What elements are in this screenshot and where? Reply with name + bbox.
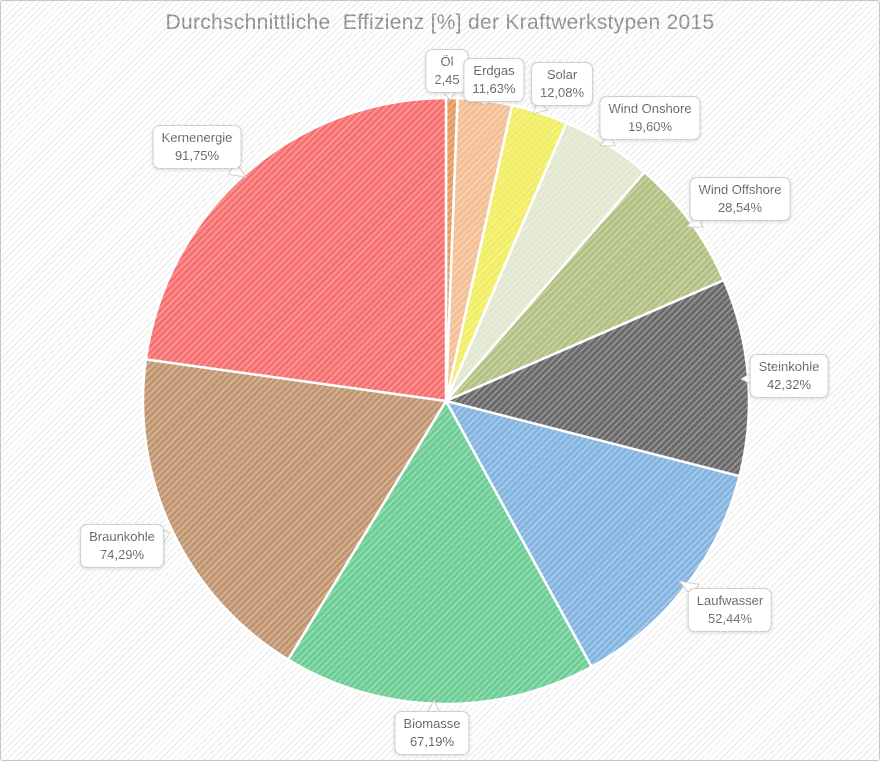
callout-label: Solar xyxy=(546,67,578,82)
callout-biomasse: Biomasse 67,19% xyxy=(394,711,470,755)
callout-value: 52,44% xyxy=(707,611,753,626)
callout-braunkohle: Braunkohle 74,29% xyxy=(80,524,164,568)
pie-slice-wind-offshore[interactable] xyxy=(444,170,726,403)
callout-steinkohle: Steinkohle 42,32% xyxy=(749,354,829,398)
chart-title: Durchschnittliche Effizienz [%] der Kraf… xyxy=(165,11,715,34)
callout-wind-offshore: Wind Offshore 28,54% xyxy=(689,177,791,221)
callout-label: Steinkohle xyxy=(758,359,820,374)
callout-label: Erdgas xyxy=(473,63,515,78)
callout-label: Öl xyxy=(440,54,454,69)
callout-label: Wind Offshore xyxy=(698,182,782,197)
callout-value: 42,32% xyxy=(766,377,812,392)
callout-value: 12,08% xyxy=(539,85,585,100)
pie-slice-braunkohle[interactable] xyxy=(141,358,448,661)
callout-wind-onshore: Wind Onshore 19,60% xyxy=(599,96,701,140)
callout-erdgas: Erdgas 11,63% xyxy=(463,58,525,102)
pie-slice-biomasse[interactable] xyxy=(286,399,593,706)
callout-value: 67,19% xyxy=(409,734,455,749)
callout-label: Laufwasser xyxy=(696,593,764,608)
callout-laufwasser: Laufwasser 52,44% xyxy=(687,588,773,632)
pie-slice-kernenergie[interactable] xyxy=(144,96,448,403)
callout-value: 11,63% xyxy=(472,81,516,96)
callout-label: Braunkohle xyxy=(89,529,155,544)
callout-label: Kernenergie xyxy=(161,130,233,145)
callout-solar: Solar 12,08% xyxy=(530,62,594,106)
callout-value: 91,75% xyxy=(174,148,220,163)
callout-label: Biomasse xyxy=(403,716,461,731)
callout-value: 2,45 xyxy=(434,72,460,87)
callout-value: 19,60% xyxy=(627,119,673,134)
callout-value: 74,29% xyxy=(99,547,145,562)
callout-label: Wind Onshore xyxy=(608,101,692,116)
callout-value: 28,54% xyxy=(717,200,763,215)
callout-kernenergie: Kernenergie 91,75% xyxy=(152,125,242,169)
callout-ol: Öl 2,45 xyxy=(425,49,469,93)
